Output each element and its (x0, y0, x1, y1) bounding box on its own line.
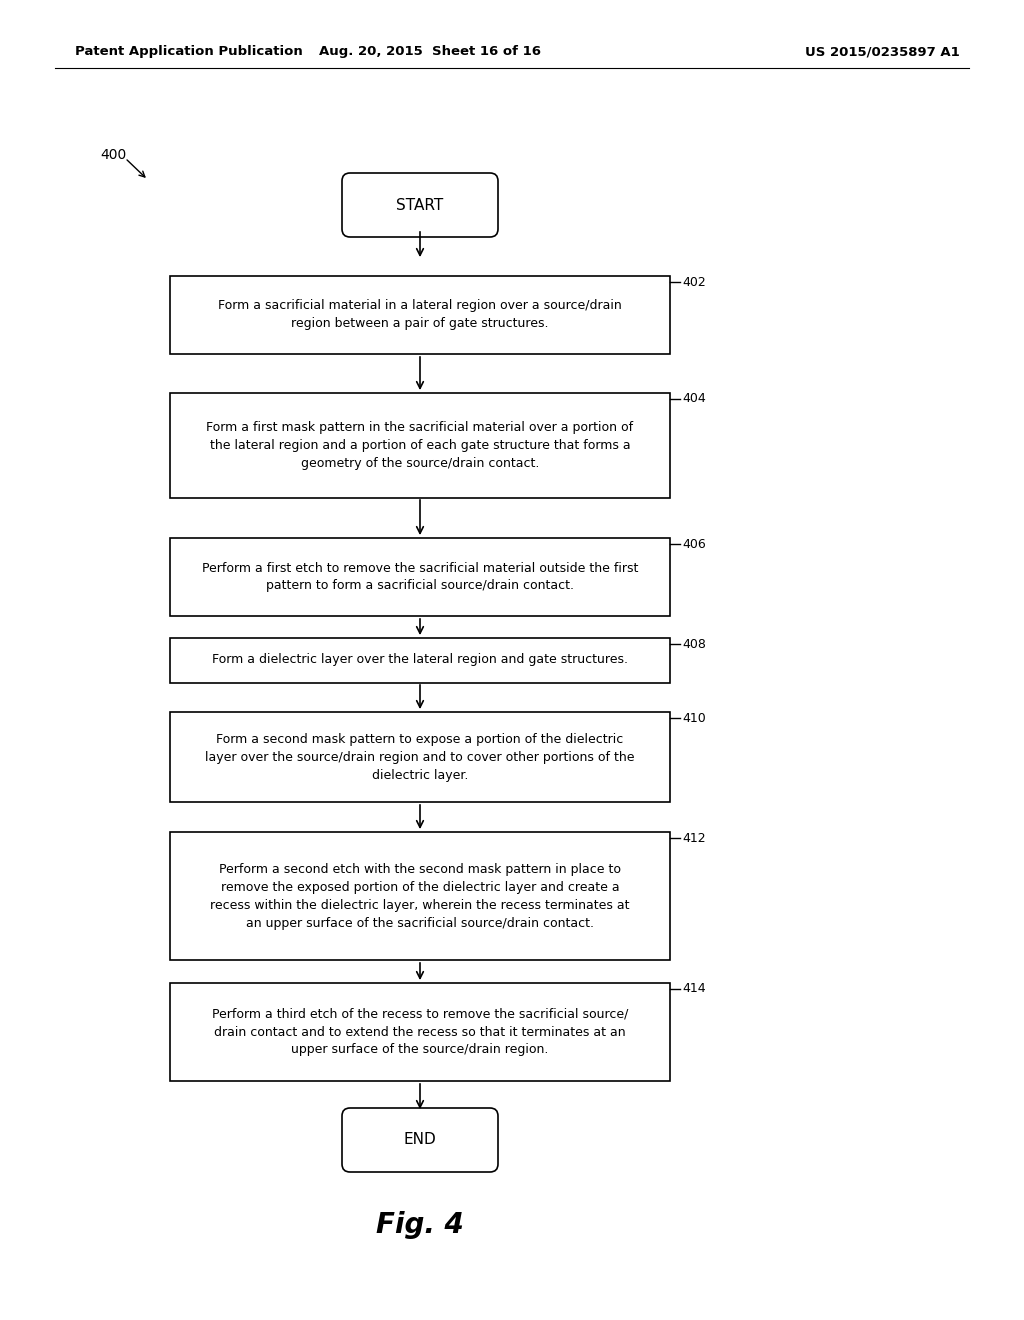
Text: END: END (403, 1133, 436, 1147)
FancyBboxPatch shape (342, 1107, 498, 1172)
FancyBboxPatch shape (170, 539, 670, 616)
Text: 408: 408 (682, 638, 706, 651)
Text: US 2015/0235897 A1: US 2015/0235897 A1 (805, 45, 961, 58)
Text: Patent Application Publication: Patent Application Publication (75, 45, 303, 58)
Text: Perform a third etch of the recess to remove the sacrificial source/
drain conta: Perform a third etch of the recess to re… (212, 1007, 628, 1056)
FancyBboxPatch shape (170, 711, 670, 803)
FancyBboxPatch shape (170, 392, 670, 498)
Text: Aug. 20, 2015  Sheet 16 of 16: Aug. 20, 2015 Sheet 16 of 16 (319, 45, 541, 58)
Text: Perform a first etch to remove the sacrificial material outside the first
patter: Perform a first etch to remove the sacri… (202, 561, 638, 593)
Text: 412: 412 (682, 832, 706, 845)
Text: Form a second mask pattern to expose a portion of the dielectric
layer over the : Form a second mask pattern to expose a p… (205, 733, 635, 781)
Text: 402: 402 (682, 276, 706, 289)
Text: Form a first mask pattern in the sacrificial material over a portion of
the late: Form a first mask pattern in the sacrifi… (207, 421, 634, 470)
FancyBboxPatch shape (342, 173, 498, 238)
FancyBboxPatch shape (170, 276, 670, 354)
Text: Fig. 4: Fig. 4 (376, 1210, 464, 1239)
Text: START: START (396, 198, 443, 213)
FancyBboxPatch shape (170, 983, 670, 1081)
Text: 414: 414 (682, 982, 706, 995)
Text: Perform a second etch with the second mask pattern in place to
remove the expose: Perform a second etch with the second ma… (210, 862, 630, 929)
Text: 404: 404 (682, 392, 706, 405)
Text: 406: 406 (682, 537, 706, 550)
FancyBboxPatch shape (170, 832, 670, 960)
Text: Form a sacrificial material in a lateral region over a source/drain
region betwe: Form a sacrificial material in a lateral… (218, 300, 622, 330)
FancyBboxPatch shape (170, 638, 670, 682)
Text: Form a dielectric layer over the lateral region and gate structures.: Form a dielectric layer over the lateral… (212, 653, 628, 667)
Text: 400: 400 (100, 148, 126, 162)
Text: 410: 410 (682, 711, 706, 725)
